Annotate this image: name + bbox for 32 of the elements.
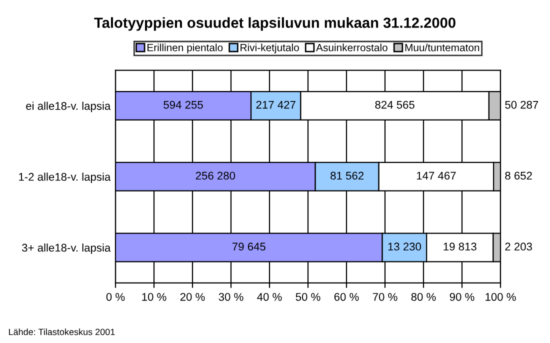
text: 50 287 — [505, 100, 538, 109]
annotation: 13 230 — [388, 242, 421, 251]
y-tick-label: 3+ alle18-v. lapsia — [22, 244, 111, 254]
chart-title: Talotyyppien osuudet lapsiluvun mukaan 31.12.2000 — [94, 17, 456, 31]
x-tick-label: 70 % — [372, 292, 398, 301]
legend-label: Erillinen pientalo — [148, 44, 223, 54]
y-tick-label: 1-2 alle18-v. lapsia — [19, 172, 111, 183]
text: Lähde: Tilastokeskus 2001 — [8, 328, 115, 336]
x-tick-label: 60 % — [334, 292, 359, 301]
text: 8 652 — [505, 172, 532, 180]
text: 2 203 — [505, 242, 532, 251]
annotation: 19 813 — [444, 242, 476, 251]
x-tick-label: 0 % — [106, 292, 125, 301]
x-tick-label: 40 % — [257, 292, 282, 301]
x-tick-label: 80 % — [411, 292, 436, 301]
legend-label: Rivi-ketjutalo — [240, 44, 299, 54]
legend-label: Asuinkerrostalo — [316, 44, 388, 52]
x-tick-label: 10 % — [142, 292, 166, 301]
annotation: 824 565 — [375, 100, 414, 109]
annotation: 256 280 — [196, 172, 236, 180]
annotation: 594 255 — [164, 100, 203, 109]
x-tick-label: 90 % — [450, 292, 474, 301]
annotation: 79 645 — [232, 242, 266, 251]
x-tick-label: 100 % — [486, 292, 516, 301]
legend-label: Muu/tuntematon — [405, 44, 480, 52]
x-tick-label: 20 % — [180, 292, 205, 301]
x-tick-label: 50 % — [296, 292, 320, 301]
annotation: 147 467 — [416, 172, 456, 180]
annotation: 81 562 — [330, 172, 364, 180]
y-tick-label: ei alle18-v. lapsia — [26, 102, 111, 112]
annotation: 217 427 — [256, 100, 296, 109]
x-tick-label: 30 % — [218, 292, 244, 301]
